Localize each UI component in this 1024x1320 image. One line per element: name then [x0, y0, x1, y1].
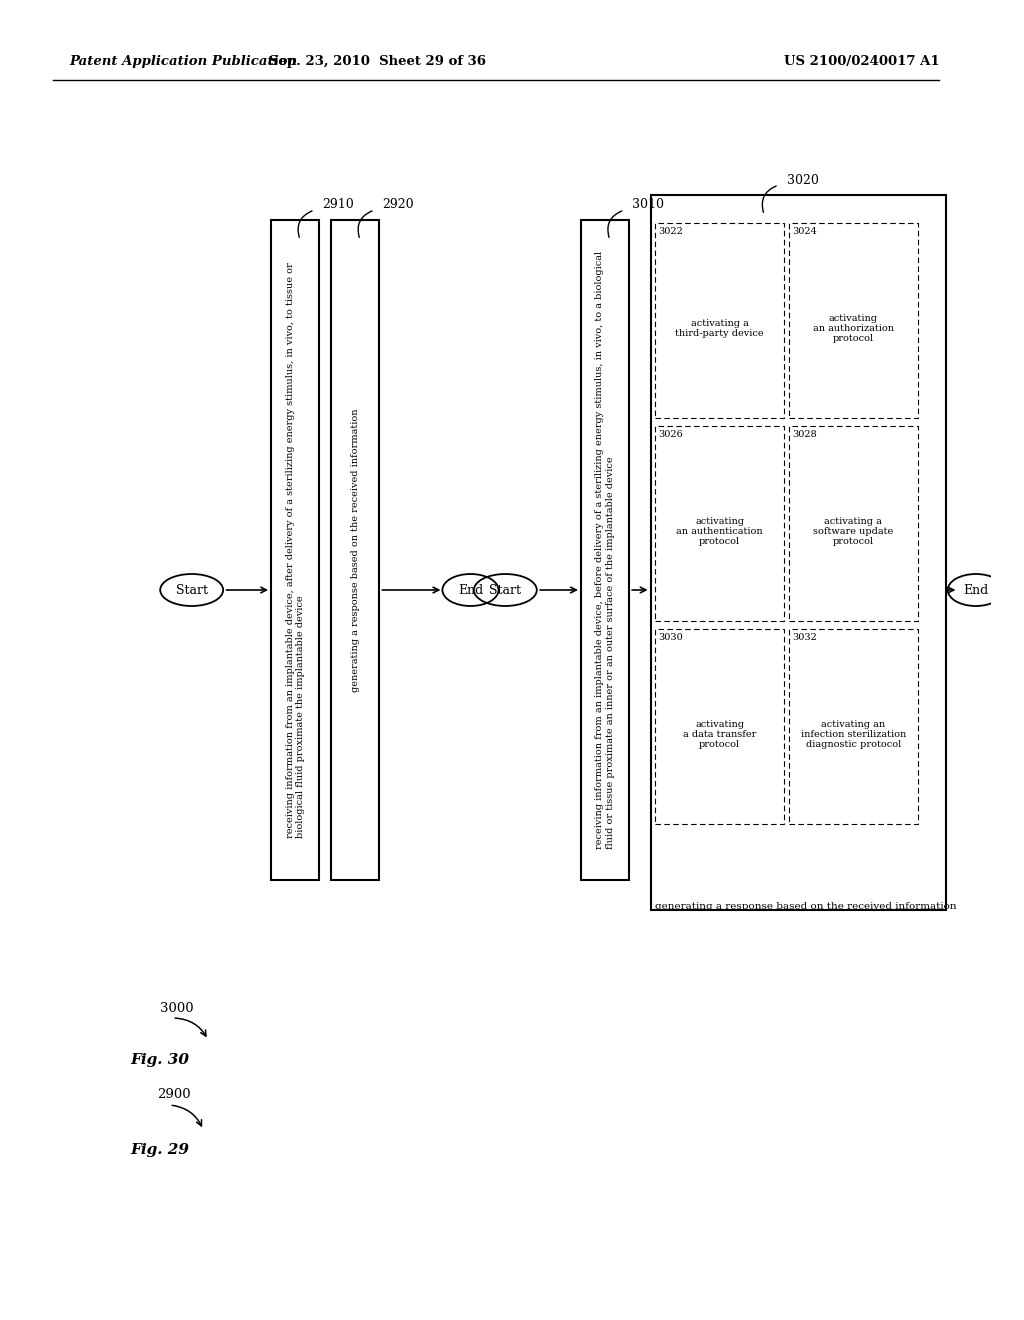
Text: 3032: 3032: [792, 634, 817, 642]
Bar: [331, 220, 380, 880]
Text: Fig. 30: Fig. 30: [131, 1053, 189, 1067]
Text: 3022: 3022: [658, 227, 683, 236]
Text: activating an
infection sterilization
diagnostic protocol: activating an infection sterilization di…: [801, 719, 906, 750]
Text: 3028: 3028: [792, 430, 816, 440]
Text: 3030: 3030: [658, 634, 683, 642]
Text: 3020: 3020: [786, 173, 818, 186]
Text: generating a response based on the received information: generating a response based on the recei…: [351, 408, 359, 692]
Bar: [788, 426, 918, 620]
Bar: [655, 630, 784, 824]
Text: US 2100/0240017 A1: US 2100/0240017 A1: [784, 55, 940, 69]
Text: Sep. 23, 2010  Sheet 29 of 36: Sep. 23, 2010 Sheet 29 of 36: [269, 55, 486, 69]
Text: Fig. 29: Fig. 29: [131, 1143, 189, 1158]
Text: receiving information from an implantable device, before delivery of a sterilizi: receiving information from an implantabl…: [595, 251, 614, 849]
Text: 3010: 3010: [632, 198, 665, 211]
Bar: [271, 220, 319, 880]
Text: 2910: 2910: [323, 198, 354, 211]
Text: Patent Application Publication: Patent Application Publication: [70, 55, 298, 69]
Text: End: End: [458, 583, 483, 597]
Bar: [650, 195, 946, 909]
Text: Start: Start: [176, 583, 208, 597]
Text: 3026: 3026: [658, 430, 683, 440]
Text: 2900: 2900: [157, 1089, 190, 1101]
Bar: [655, 223, 784, 418]
Text: activating
an authorization
protocol: activating an authorization protocol: [813, 314, 894, 343]
Bar: [581, 220, 629, 880]
Text: activating a
third-party device: activating a third-party device: [676, 319, 764, 338]
Text: receiving information from an implantable device, after delivery of a sterilizin: receiving information from an implantabl…: [286, 263, 305, 838]
Bar: [788, 630, 918, 824]
Bar: [788, 223, 918, 418]
Text: End: End: [964, 583, 988, 597]
Text: activating
an authentication
protocol: activating an authentication protocol: [677, 516, 763, 546]
Text: generating a response based on the received information: generating a response based on the recei…: [655, 902, 957, 911]
Text: 3024: 3024: [792, 227, 817, 236]
Bar: [655, 426, 784, 620]
Text: activating a
software update
protocol: activating a software update protocol: [813, 516, 894, 546]
Text: 2920: 2920: [382, 198, 414, 211]
Text: Start: Start: [489, 583, 521, 597]
Text: 3000: 3000: [160, 1002, 194, 1015]
Text: activating
a data transfer
protocol: activating a data transfer protocol: [683, 719, 757, 750]
